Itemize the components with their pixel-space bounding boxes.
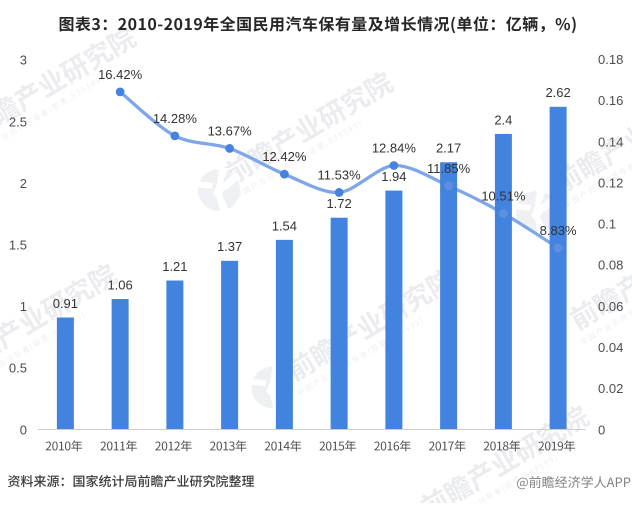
svg-text:0.04: 0.04: [598, 340, 623, 355]
svg-text:14.28%: 14.28%: [153, 111, 198, 126]
svg-text:0.5: 0.5: [9, 361, 27, 376]
svg-text:3: 3: [20, 53, 27, 68]
svg-text:0.1: 0.1: [598, 217, 616, 232]
svg-text:0.91: 0.91: [53, 296, 78, 311]
svg-text:11.85%: 11.85%: [427, 161, 471, 176]
svg-text:16.42%: 16.42%: [98, 67, 143, 82]
svg-text:0.06: 0.06: [598, 299, 623, 314]
svg-text:0.18: 0.18: [598, 52, 623, 67]
svg-text:1: 1: [20, 299, 27, 314]
svg-text:2.4: 2.4: [494, 112, 512, 127]
svg-text:2.5: 2.5: [9, 114, 27, 129]
svg-text:0.14: 0.14: [598, 134, 623, 149]
svg-text:2: 2: [20, 176, 27, 191]
svg-text:0.12: 0.12: [598, 175, 623, 190]
svg-text:12.84%: 12.84%: [372, 141, 417, 156]
svg-text:2.17: 2.17: [436, 141, 461, 156]
svg-text:1.37: 1.37: [217, 239, 242, 254]
svg-text:12.42%: 12.42%: [262, 149, 307, 164]
svg-text:1.94: 1.94: [381, 169, 406, 184]
svg-text:0.16: 0.16: [598, 93, 623, 108]
svg-text:1.21: 1.21: [162, 259, 187, 274]
svg-text:10.51%: 10.51%: [481, 188, 526, 203]
svg-text:1.06: 1.06: [107, 277, 132, 292]
svg-text:2.62: 2.62: [545, 85, 570, 100]
svg-text:8.83%: 8.83%: [540, 223, 577, 238]
svg-text:1.54: 1.54: [272, 218, 297, 233]
svg-text:1.72: 1.72: [326, 196, 351, 211]
svg-text:0.08: 0.08: [598, 258, 623, 273]
svg-text:1.5: 1.5: [9, 237, 27, 252]
svg-text:11.53%: 11.53%: [318, 167, 362, 182]
svg-text:0: 0: [598, 422, 605, 437]
svg-text:13.67%: 13.67%: [208, 123, 253, 138]
svg-text:0.02: 0.02: [598, 381, 623, 396]
svg-text:0: 0: [20, 422, 27, 437]
